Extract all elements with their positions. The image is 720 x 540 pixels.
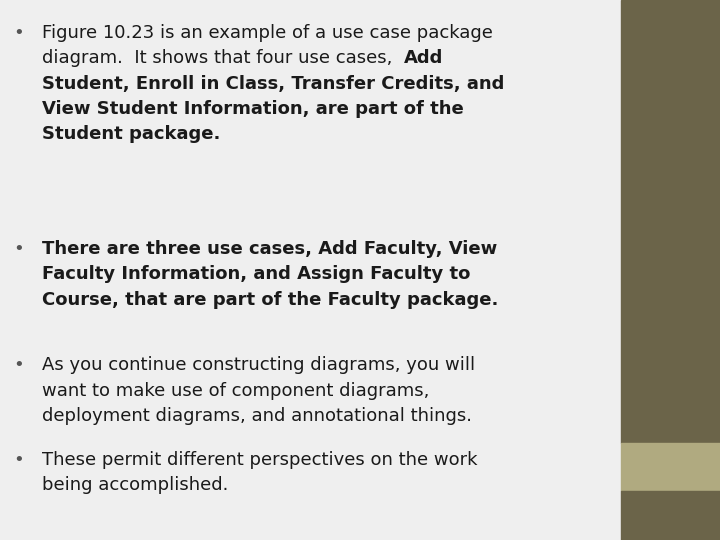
Text: Figure 10.23 is an example of a use case package: Figure 10.23 is an example of a use case… — [42, 24, 492, 42]
Text: want to make use of component diagrams,: want to make use of component diagrams, — [42, 381, 429, 400]
Text: Student package.: Student package. — [42, 125, 220, 143]
Text: •: • — [13, 24, 24, 42]
Bar — [621, 443, 720, 491]
Bar — [621, 0, 720, 443]
Text: •: • — [13, 451, 24, 469]
Text: •: • — [13, 240, 24, 258]
Text: As you continue constructing diagrams, you will: As you continue constructing diagrams, y… — [42, 356, 475, 374]
Text: Faculty Information, and Assign Faculty to: Faculty Information, and Assign Faculty … — [42, 265, 470, 284]
Text: Student, Enroll in Class, Transfer Credits, and: Student, Enroll in Class, Transfer Credi… — [42, 75, 504, 92]
Text: These permit different perspectives on the work: These permit different perspectives on t… — [42, 451, 477, 469]
Text: deployment diagrams, and annotational things.: deployment diagrams, and annotational th… — [42, 407, 472, 424]
Bar — [621, 491, 720, 540]
Text: •: • — [13, 356, 24, 374]
Text: Add: Add — [404, 50, 443, 68]
Text: View Student Information, are part of the: View Student Information, are part of th… — [42, 100, 464, 118]
Text: being accomplished.: being accomplished. — [42, 476, 228, 494]
Text: Course, that are part of the Faculty package.: Course, that are part of the Faculty pac… — [42, 291, 498, 308]
Text: diagram.  It shows that four use cases,: diagram. It shows that four use cases, — [42, 50, 404, 68]
Text: There are three use cases, Add Faculty, View: There are three use cases, Add Faculty, … — [42, 240, 497, 258]
